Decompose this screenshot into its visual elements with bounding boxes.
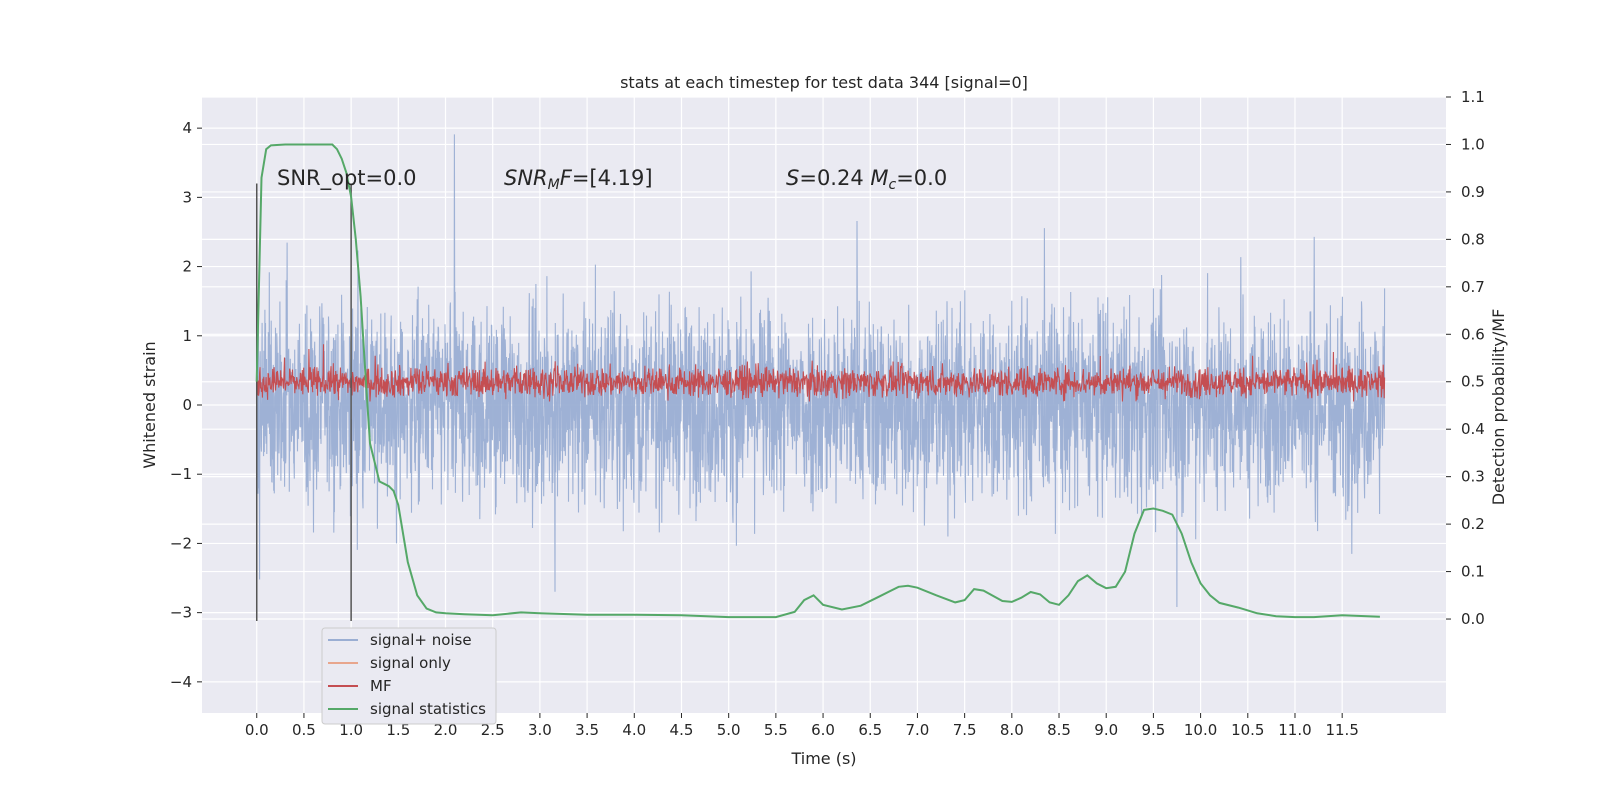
x-tick-label: 10.0 (1184, 721, 1217, 739)
x-tick-label: 7.0 (906, 721, 930, 739)
x-tick-label: 6.5 (858, 721, 882, 739)
x-tick-label: 2.0 (434, 721, 458, 739)
x-tick-label: 2.5 (481, 721, 505, 739)
y-tick-label: 3 (182, 188, 192, 206)
x-tick-label: 9.0 (1094, 721, 1118, 739)
legend-label: signal only (370, 654, 451, 672)
x-tick-label: 10.5 (1231, 721, 1264, 739)
x-tick-label: 0.5 (292, 721, 316, 739)
y-tick-label: 1 (182, 327, 192, 345)
y-tick-label: −1 (170, 465, 192, 483)
x-tick-label: 0.0 (245, 721, 269, 739)
x-tick-label: 6.0 (811, 721, 835, 739)
x-tick-label: 11.5 (1325, 721, 1358, 739)
y-axis-ticks: −4 −3 −2 −1 0 1 2 3 4 (170, 119, 202, 691)
y2-tick-label: 0.8 (1461, 230, 1485, 248)
legend-label: MF (370, 677, 392, 695)
vertical-markers (255, 183, 352, 621)
y2-tick-label: 0.4 (1461, 420, 1485, 438)
y2-axis-ticks: 0.0 0.1 0.2 0.3 0.4 0.5 0.6 0.7 0.8 0.9 1.0 1.1 (1446, 88, 1485, 628)
y2-tick-label: 0.0 (1461, 610, 1485, 628)
x-tick-label: 3.0 (528, 721, 552, 739)
legend: signal+ noise signal only MF signal stat… (321, 627, 497, 725)
signal-statistics-line (255, 143, 1380, 619)
x-tick-label: 8.5 (1047, 721, 1071, 739)
y2-tick-label: 0.9 (1461, 183, 1485, 201)
x-tick-label: 11.0 (1278, 721, 1311, 739)
y2-tick-label: 0.5 (1461, 373, 1485, 391)
y2-tick-label: 0.6 (1461, 325, 1485, 343)
y-tick-label: −3 (170, 604, 192, 622)
y-tick-label: 4 (182, 119, 192, 137)
x-tick-label: 1.0 (339, 721, 363, 739)
legend-item-signal-only: signal only (328, 654, 451, 672)
chart-title: stats at each timestep for test data 344… (620, 73, 1028, 92)
x-tick-label: 3.5 (575, 721, 599, 739)
legend-item-signal-noise: signal+ noise (328, 631, 472, 649)
annotation-snr-opt: SNR_opt=0.0 (277, 166, 417, 191)
y-tick-label: 2 (182, 258, 192, 276)
x-tick-label: 7.5 (953, 721, 977, 739)
x-axis-label: Time (s) (790, 749, 856, 768)
signal-statistics-series (255, 143, 1380, 619)
x-tick-label: 9.5 (1141, 721, 1165, 739)
y2-axis-label: Detection probability/MF (1489, 309, 1508, 506)
legend-label: signal+ noise (370, 631, 472, 649)
x-tick-label: 5.0 (717, 721, 741, 739)
x-tick-label: 4.5 (670, 721, 694, 739)
y-axis-label: Whitened strain (140, 341, 159, 468)
annotation-snr-mf: SNRMF=[4.19] (504, 166, 653, 193)
y-tick-label: 0 (182, 396, 192, 414)
x-axis-ticks: 0.0 0.5 1.0 1.5 2.0 2.5 3.0 3.5 4.0 4.5 5.0 5.5 6.0 6… (245, 713, 1359, 739)
mf-line (256, 344, 1386, 402)
legend-item-mf: MF (328, 677, 392, 695)
y2-tick-label: 1.1 (1461, 88, 1485, 106)
y2-tick-label: 0.1 (1461, 563, 1485, 581)
legend-label: signal statistics (370, 700, 486, 718)
signal-noise-series (256, 134, 1386, 608)
mf-series (256, 344, 1386, 402)
x-tick-label: 5.5 (764, 721, 788, 739)
signal-noise-line (256, 134, 1386, 608)
y2-tick-label: 0.7 (1461, 278, 1485, 296)
y2-tick-label: 0.2 (1461, 515, 1485, 533)
legend-box (321, 627, 497, 725)
y2-tick-label: 0.3 (1461, 468, 1485, 486)
x-tick-label: 8.0 (1000, 721, 1024, 739)
annotations: SNR_opt=0.0 SNRMF=[4.19] S=0.24 Mc=0.0 (277, 166, 947, 193)
x-tick-label: 4.0 (622, 721, 646, 739)
y-tick-label: −2 (170, 534, 192, 552)
y2-tick-label: 1.0 (1461, 135, 1485, 153)
legend-item-signal-statistics: signal statistics (328, 700, 486, 718)
annotation-s-mc: S=0.24 Mc=0.0 (786, 166, 947, 193)
y-tick-label: −4 (170, 673, 192, 691)
x-tick-label: 1.5 (386, 721, 410, 739)
